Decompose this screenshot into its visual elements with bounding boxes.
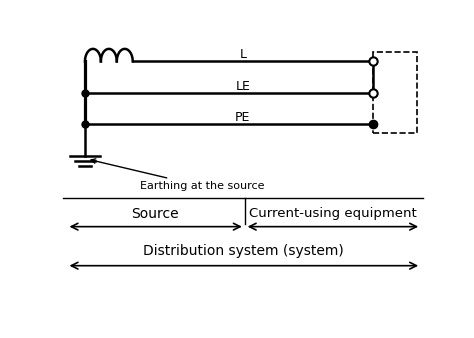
Text: L: L [239,48,246,62]
Text: LE: LE [236,80,250,93]
Text: Source: Source [131,207,179,221]
Text: Distribution system (system): Distribution system (system) [143,244,343,258]
Bar [374,52,418,133]
Text: PE: PE [235,111,251,124]
Text: Current-using equipment: Current-using equipment [249,207,417,220]
Text: Earthing at the source: Earthing at the source [91,159,264,191]
